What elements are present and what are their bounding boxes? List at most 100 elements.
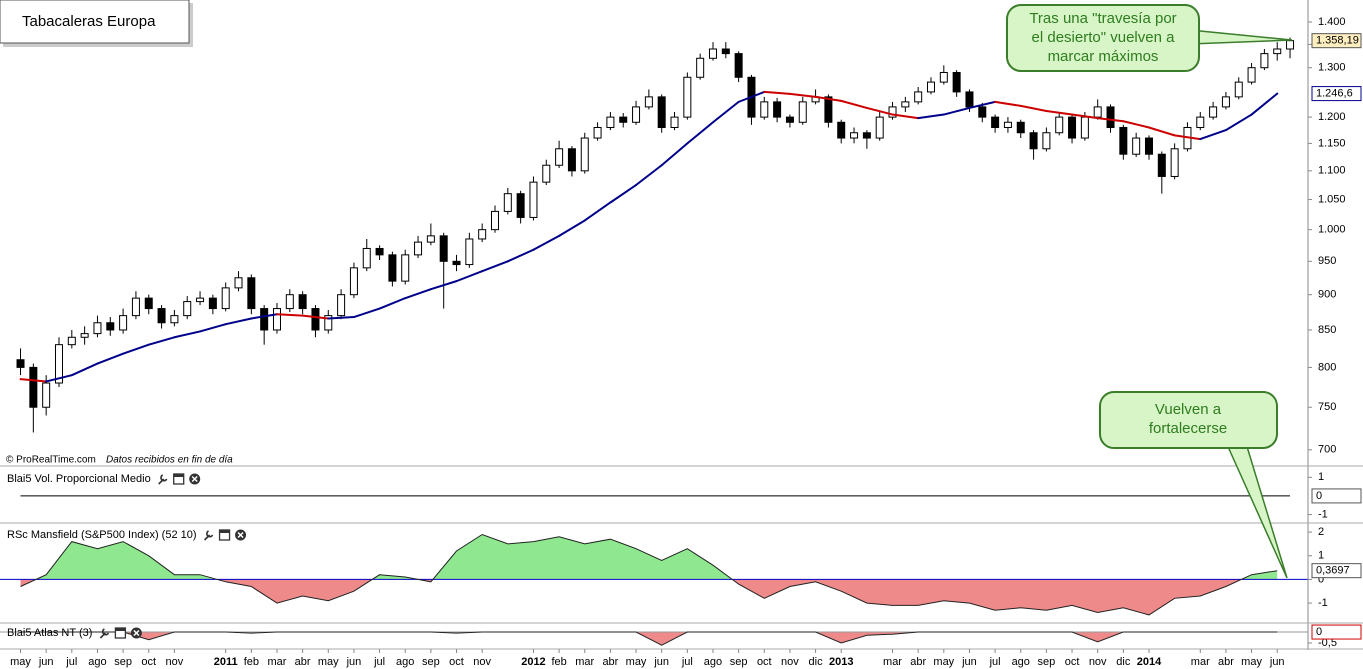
- candle-body: [657, 96, 666, 128]
- y-tick-label: 1: [1318, 550, 1324, 562]
- candle-body: [67, 336, 76, 346]
- moving-average: [532, 234, 561, 251]
- candle-body: [414, 241, 423, 256]
- candle-body: [247, 277, 256, 310]
- value-marker: [1311, 86, 1362, 102]
- candle-body: [837, 121, 846, 139]
- moving-average: [737, 90, 766, 103]
- candle-body: [888, 106, 897, 118]
- candle-body: [1196, 116, 1205, 128]
- candle-body: [542, 164, 551, 183]
- candle-body: [401, 254, 410, 282]
- moving-average: [147, 336, 176, 346]
- value-marker-label: 1.246,6: [1316, 88, 1353, 100]
- moving-average: [1173, 134, 1202, 141]
- area-negative: [20, 632, 1278, 646]
- candle-body: [708, 48, 717, 59]
- moving-average: [1224, 113, 1253, 132]
- candle-body: [324, 315, 333, 331]
- candle-body: [29, 366, 38, 408]
- candle-body: [208, 297, 217, 310]
- candle-body: [349, 267, 358, 296]
- candle-body: [1286, 40, 1295, 50]
- y-tick-label: 0: [1318, 573, 1324, 585]
- candle-body: [272, 308, 281, 331]
- x-tick-label: jul: [681, 656, 693, 668]
- y-tick-label: -0,5: [1318, 637, 1337, 649]
- callout-box: [1099, 391, 1278, 449]
- candle-body: [439, 235, 448, 262]
- candle-body: [196, 297, 205, 303]
- candle-body: [1209, 106, 1218, 118]
- candle-body: [54, 344, 63, 384]
- x-tick-label: jun: [1269, 656, 1285, 668]
- value-marker-label: 1.358,19: [1316, 35, 1359, 47]
- x-tick-label: oct: [757, 656, 772, 668]
- moving-average: [711, 100, 740, 124]
- moving-average: [660, 142, 689, 167]
- candle-body: [119, 315, 128, 331]
- x-tick-label: nov: [1089, 656, 1107, 668]
- candle-body: [670, 116, 679, 128]
- moving-average: [19, 378, 48, 383]
- icon-settings: [99, 628, 110, 639]
- y-tick-label: 900: [1318, 289, 1336, 301]
- candle-body: [567, 148, 576, 172]
- x-tick-label: dic: [1116, 656, 1131, 668]
- x-tick-label: may: [1241, 656, 1262, 668]
- x-tick-label: oct: [1065, 656, 1080, 668]
- candle-body: [183, 301, 192, 317]
- candle-body: [606, 116, 615, 128]
- x-tick-label: nov: [473, 656, 491, 668]
- candle-body: [426, 235, 435, 243]
- value-marker-label: 0: [1316, 490, 1322, 502]
- candle-body: [1132, 137, 1141, 155]
- icon-settings: [158, 474, 168, 485]
- panel-tools: [99, 627, 142, 639]
- candle-body: [875, 116, 884, 139]
- candle-body: [1170, 148, 1179, 177]
- x-tick-label: abr: [910, 656, 926, 668]
- candle-body: [311, 308, 320, 331]
- value-marker: [1311, 563, 1362, 579]
- moving-average: [609, 184, 638, 204]
- indicator-line: [20, 631, 1278, 646]
- plot-layer: [0, 37, 1308, 646]
- candle-body: [991, 116, 1000, 128]
- moving-average: [994, 100, 1022, 107]
- x-tick-label: abr: [295, 656, 311, 668]
- icon-window-bar: [115, 628, 126, 631]
- moving-average: [686, 121, 714, 145]
- annotation: el desierto" vuelven a: [1032, 29, 1176, 46]
- moving-average: [558, 219, 586, 237]
- annotation: Tras una "travesía por: [1029, 10, 1176, 27]
- panel-tools: [158, 473, 201, 485]
- candle-body: [221, 287, 230, 310]
- candle-body: [16, 359, 25, 368]
- candle-body: [683, 76, 692, 118]
- candle-body: [926, 81, 935, 93]
- x-tick-label: abr: [602, 656, 618, 668]
- candle-body: [696, 57, 705, 78]
- moving-average: [1250, 92, 1279, 116]
- x-tick-label: feb: [244, 656, 259, 668]
- candle-body: [144, 297, 153, 310]
- candle-body: [1247, 67, 1256, 83]
- panel-title: Blai5 Atlas NT (3): [7, 627, 92, 639]
- moving-average: [122, 343, 150, 355]
- moving-average: [1122, 120, 1150, 129]
- moving-average: [429, 280, 458, 291]
- candle-body: [1106, 106, 1115, 128]
- candle-body: [1016, 121, 1025, 134]
- moving-average: [1096, 117, 1125, 123]
- icon-settings: [203, 530, 214, 541]
- moving-average: [968, 100, 997, 109]
- candle-body: [785, 116, 794, 123]
- candle-body: [1080, 116, 1089, 139]
- value-marker: [1311, 488, 1362, 504]
- x-tick-label: 2013: [829, 656, 853, 668]
- candle-body: [131, 297, 140, 317]
- y-tick-label: 1.000: [1318, 224, 1346, 236]
- moving-average: [891, 113, 920, 120]
